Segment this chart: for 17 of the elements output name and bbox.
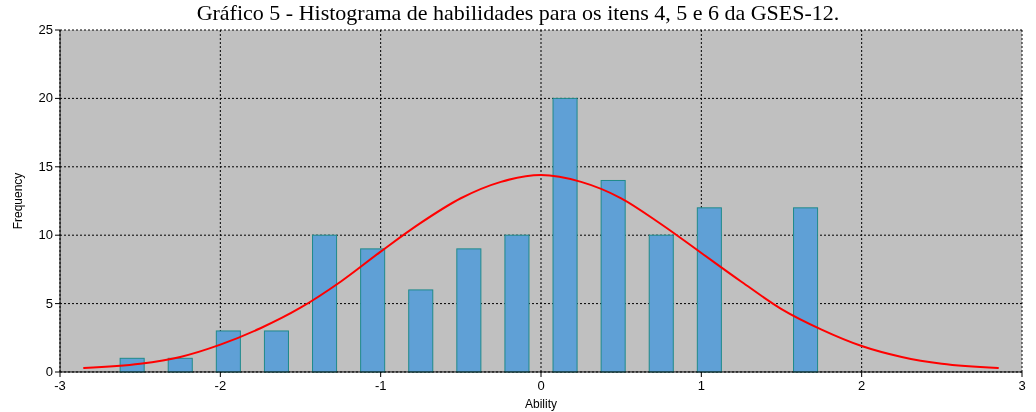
y-tick-label: 5: [45, 295, 53, 311]
y-tick-label: 0: [45, 364, 53, 379]
chart-title: Gráfico 5 - Histograma de habilidades para os itens 4, 5 e 6 da GSES-12.: [196, 0, 840, 25]
x-tick-label: 1: [697, 378, 705, 393]
x-tick-label: -1: [374, 378, 387, 393]
x-tick-label: 3: [1018, 378, 1026, 393]
x-tick-label: -3: [54, 378, 66, 393]
y-tick-label: 20: [38, 90, 53, 106]
y-axis-title: Frequency: [11, 172, 25, 230]
y-tick-label: 15: [38, 158, 53, 174]
x-tick-label: 2: [858, 378, 866, 393]
x-tick-label: -2: [214, 378, 227, 393]
y-tick-label: 25: [38, 22, 53, 37]
x-tick-label: 0: [537, 378, 545, 393]
y-tick-label: 10: [38, 227, 53, 243]
line-series: [83, 174, 999, 369]
x-axis-title: Ability: [524, 397, 558, 411]
